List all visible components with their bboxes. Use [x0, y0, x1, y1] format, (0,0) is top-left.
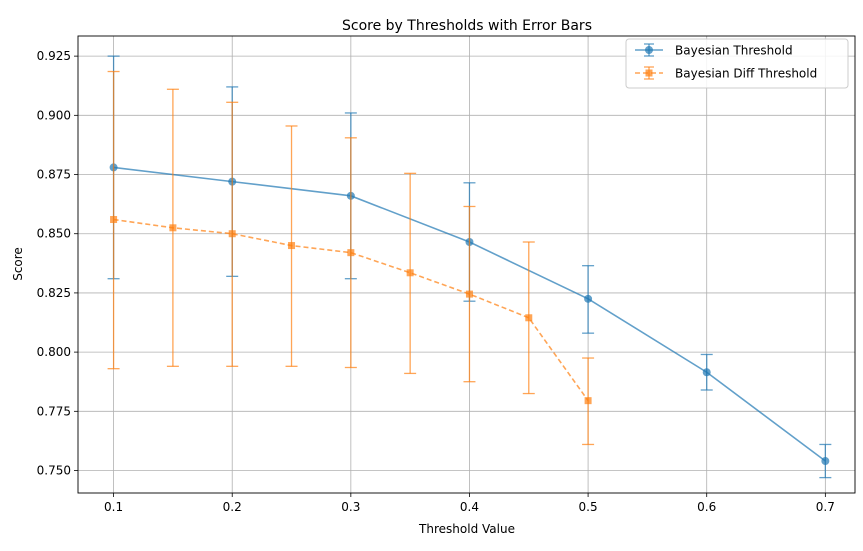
y-tick-label: 0.850: [37, 227, 71, 241]
x-tick-label: 0.4: [460, 500, 479, 514]
x-tick-label: 0.3: [341, 500, 360, 514]
y-tick-label: 0.750: [37, 464, 71, 478]
grid: [78, 36, 855, 493]
x-tick-label: 0.1: [104, 500, 123, 514]
y-axis-label: Score: [11, 247, 25, 281]
legend-item-bayesian-diff-threshold: Bayesian Diff Threshold: [635, 66, 817, 81]
data-point-circle: [702, 368, 711, 377]
y-tick-label: 0.775: [37, 404, 71, 418]
series-layer: [107, 55, 832, 479]
data-point-square: [169, 224, 177, 232]
x-tick-label: 0.7: [816, 500, 835, 514]
axis-ticks: 0.1 0.2 0.3 0.4 0.5 0.6 0.7 0.750 0.775 0.800 0.82…: [37, 49, 835, 514]
x-tick-label: 0.5: [579, 500, 598, 514]
legend-frame: [625, 38, 849, 89]
data-point-square: [406, 269, 414, 277]
legend-label: Bayesian Threshold: [675, 44, 793, 58]
y-tick-label: 0.825: [37, 286, 71, 300]
legend-square-marker-icon: [645, 69, 653, 77]
x-tick-label: 0.2: [223, 500, 242, 514]
data-point-circle: [584, 294, 593, 303]
series-2: [107, 70, 595, 446]
data-point-circle: [821, 457, 830, 466]
legend-label: Bayesian Diff Threshold: [675, 67, 817, 81]
data-point-square: [288, 242, 296, 250]
legend-item-bayesian-threshold: Bayesian Threshold: [635, 43, 793, 58]
x-axis-label: Threshold Value: [418, 522, 515, 536]
data-point-square: [228, 230, 236, 238]
x-tick-label: 0.6: [697, 500, 716, 514]
data-point-square: [465, 290, 473, 298]
data-point-square: [525, 314, 533, 322]
y-tick-label: 0.900: [37, 108, 71, 122]
plot-frame: [77, 35, 856, 494]
legend: Bayesian Threshold Bayesian Diff Thresho…: [625, 38, 849, 89]
y-tick-label: 0.925: [37, 49, 71, 63]
y-tick-label: 0.800: [37, 345, 71, 359]
y-tick-label: 0.875: [37, 168, 71, 182]
legend-circle-marker-icon: [645, 46, 653, 54]
data-point-square: [110, 216, 118, 224]
data-point-square: [347, 249, 355, 257]
data-point-square: [584, 397, 592, 405]
chart-title: Score by Thresholds with Error Bars: [342, 18, 592, 34]
